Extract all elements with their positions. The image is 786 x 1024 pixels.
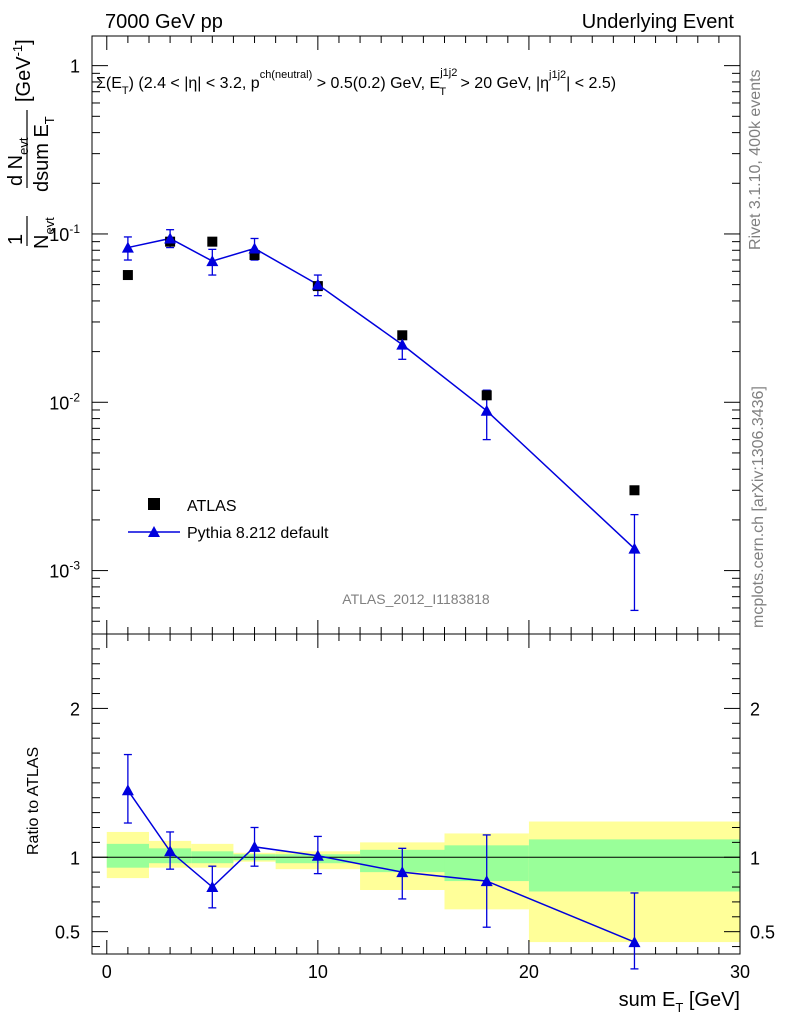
ratio-point xyxy=(480,875,493,887)
ratio-y-tick-label-left: 0.5 xyxy=(55,923,80,943)
ratio-line xyxy=(127,789,635,943)
atlas-point xyxy=(207,236,218,247)
ratio-band-inner xyxy=(528,839,740,892)
ratio-bands xyxy=(106,821,740,943)
ratio-panel: 0.5 0.5 1 1 2 2 0 10 20 30 Ratio to ATLAS sum ET… xyxy=(25,633,775,1015)
ratio-point xyxy=(311,849,324,861)
ratio-data xyxy=(121,753,641,970)
ratio-band-inner xyxy=(106,843,149,868)
ratio-point xyxy=(164,845,177,857)
ratio-point xyxy=(248,840,261,852)
analysis-watermark: ATLAS_2012_I1183818 xyxy=(342,591,490,607)
ratio-y-tick-label-left: 2 xyxy=(70,699,80,719)
main-y-axis-label: 1 Nevt d Nevt dsum ET [GeV-1] xyxy=(5,39,57,249)
x-tick-label: 20 xyxy=(519,962,539,982)
main-y-tick-labels: 1 10-1 10-2 10-3 xyxy=(49,57,80,582)
header-left: 7000 GeV pp xyxy=(105,11,223,33)
main-y-tick-label: 1 xyxy=(70,57,80,77)
main-y-tick-label: 10-2 xyxy=(49,390,80,413)
ratio-point xyxy=(628,936,641,948)
atlas-point xyxy=(481,390,492,401)
header-right: Underlying Event xyxy=(582,11,735,33)
ratio-point xyxy=(121,784,134,796)
main-frame xyxy=(91,35,741,635)
x-tick-label: 30 xyxy=(730,962,750,982)
mcplots-label: mcplots.cern.ch [arXiv:1306.3436] xyxy=(750,386,767,628)
main-title: Σ(ET) (2.4 < |η| < 3.2, pch(neutral) > 0… xyxy=(96,67,616,98)
main-panel: 1 10-1 10-2 10-3 ATLAS_2012_I1183818 Σ(ET) … xyxy=(5,35,741,635)
main-y-axis-label-text-2: Nevt xyxy=(31,217,57,249)
main-title-text: Σ(ET) (2.4 < |η| < 3.2, pch(neutral) > 0… xyxy=(96,67,616,98)
ratio-ticks xyxy=(92,634,741,954)
main-y-tick-label: 10-3 xyxy=(49,559,80,582)
ratio-y-tick-label-right: 1 xyxy=(750,848,760,868)
main-ticks xyxy=(92,36,741,634)
mc-point xyxy=(311,278,324,290)
mc-point xyxy=(206,255,219,267)
mc-point xyxy=(628,542,641,554)
main-y-axis-label-text-4: dsum ET xyxy=(31,116,57,192)
atlas-point xyxy=(397,330,408,341)
main-y-axis-label-text: 1 xyxy=(5,234,27,245)
x-tick-label: 0 xyxy=(102,962,112,982)
legend: ATLAS Pythia 8.212 default xyxy=(128,498,329,542)
x-tick-label: 10 xyxy=(308,962,328,982)
rivet-label: Rivet 3.1.10, 400k events xyxy=(747,69,764,250)
legend-pythia-label: Pythia 8.212 default xyxy=(187,525,329,542)
mc-point xyxy=(248,242,261,254)
ratio-y-tick-label-right: 0.5 xyxy=(750,923,775,943)
mc-point xyxy=(480,404,493,416)
atlas-point xyxy=(629,485,640,496)
ratio-y-tick-label-left: 1 xyxy=(70,848,80,868)
legend-atlas-label: ATLAS xyxy=(187,498,237,515)
mc-point xyxy=(164,232,177,244)
main-y-axis-label-text-5: [GeV-1] xyxy=(10,39,35,102)
mc-line xyxy=(127,237,635,550)
atlas-point xyxy=(122,270,133,281)
ratio-frame xyxy=(91,633,741,955)
x-tick-labels: 0 10 20 30 xyxy=(102,962,750,982)
mc-point xyxy=(121,241,134,253)
main-y-tick-label: 10-1 xyxy=(49,222,80,245)
x-axis-label: sum ET [GeV] xyxy=(619,989,740,1015)
main-data xyxy=(121,229,641,612)
legend-atlas-marker xyxy=(148,498,160,510)
mc-point xyxy=(396,338,409,350)
legend-pythia-marker xyxy=(148,526,160,537)
ratio-point xyxy=(396,866,409,878)
ratio-point xyxy=(206,881,219,893)
atlas-point xyxy=(249,249,260,260)
ratio-y-axis-label: Ratio to ATLAS xyxy=(25,747,42,855)
ratio-y-tick-label-right: 2 xyxy=(750,699,760,719)
ratio-y-tick-labels: 0.5 0.5 1 1 2 2 xyxy=(55,699,775,942)
